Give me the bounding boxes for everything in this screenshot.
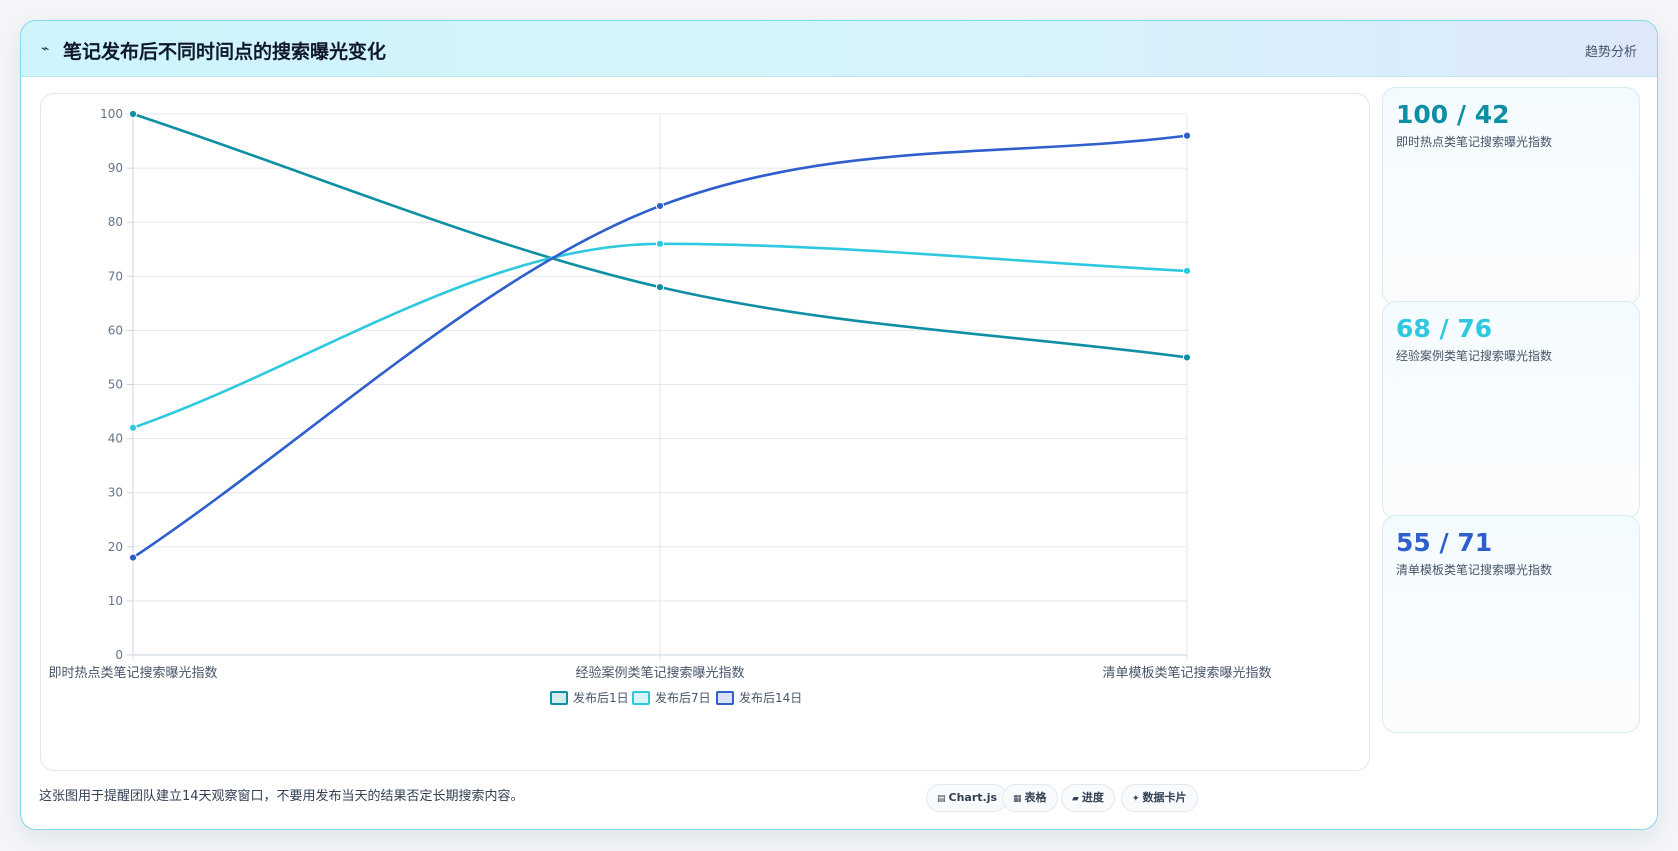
- y-tick-label: 100: [100, 107, 123, 121]
- stat-card-0: 100 / 42 即时热点类笔记搜索曝光指数: [1382, 87, 1640, 305]
- legend-swatch: [632, 691, 650, 705]
- x-tick-label: 经验案例类笔记搜索曝光指数: [575, 665, 744, 681]
- line-chart: 0 10 20 30 40 50 60 70 80 90 100 即时热点类笔记搜索曝光指数 经验案例类…: [48, 107, 1272, 705]
- table-pill[interactable]: ▦ 表格: [1002, 784, 1058, 812]
- x-tick-label: 即时热点类笔记搜索曝光指数: [48, 665, 217, 681]
- y-tick-label: 10: [108, 594, 123, 608]
- stat-label: 即时热点类笔记搜索曝光指数: [1396, 135, 1553, 149]
- stat-value: 100 / 42: [1396, 100, 1510, 129]
- chartjs-pill[interactable]: ▤ Chart.js: [926, 784, 1009, 812]
- data-point-0: [655, 283, 665, 292]
- card-header: ⌁ 笔记发布后不同时间点的搜索曝光变化 趋势分析: [21, 21, 1657, 77]
- data-card-pill[interactable]: ✦ 数据卡片: [1121, 784, 1198, 812]
- legend-label: 发布后7日: [655, 690, 711, 705]
- y-tick-label: 70: [108, 269, 123, 283]
- chart-card: ⌁ 笔记发布后不同时间点的搜索曝光变化 趋势分析 0 10 20 30 40 50 60 70…: [20, 20, 1658, 830]
- stat-label: 经验案例类笔记搜索曝光指数: [1396, 349, 1553, 363]
- x-tick-label: 清单模板类笔记搜索曝光指数: [1102, 665, 1271, 681]
- chart-panel: 0 10 20 30 40 50 60 70 80 90 100 即时热点类笔记搜索曝光指数 经验案例类…: [40, 93, 1370, 771]
- progress-pill[interactable]: ▰ 进度: [1061, 784, 1115, 812]
- stat-value: 55 / 71: [1396, 528, 1493, 557]
- data-point-0: [128, 109, 138, 119]
- data-point-2: [128, 553, 138, 562]
- y-tick-label: 80: [108, 215, 123, 229]
- chart-title: 笔记发布后不同时间点的搜索曝光变化: [63, 41, 387, 63]
- stat-label: 清单模板类笔记搜索曝光指数: [1396, 563, 1553, 577]
- trend-icon: ⌁: [41, 41, 50, 57]
- data-point-2: [1182, 131, 1192, 140]
- chart-icon: ▤: [937, 794, 946, 804]
- y-tick-label: 0: [115, 648, 123, 662]
- data-point-0: [1182, 353, 1192, 362]
- pill-label: Chart.js: [948, 791, 998, 804]
- pill-label: 数据卡片: [1142, 791, 1187, 804]
- y-tick-label: 60: [108, 323, 123, 337]
- legend-label: 发布后14日: [739, 690, 802, 705]
- trend-analysis-tag[interactable]: 趋势分析: [1584, 45, 1637, 60]
- y-tick-label: 90: [108, 161, 123, 175]
- stat-card-2: 55 / 71 清单模板类笔记搜索曝光指数: [1382, 515, 1640, 733]
- footer-note: 这张图用于提醒团队建立14天观察窗口，不要用发布当天的结果否定长期搜索内容。: [39, 789, 524, 804]
- legend-swatch: [716, 691, 734, 705]
- pill-label: 进度: [1081, 791, 1104, 804]
- legend-label: 发布后1日: [573, 690, 629, 705]
- table-icon: ▦: [1013, 794, 1022, 804]
- y-tick-label: 30: [108, 486, 123, 500]
- y-tick-label: 20: [108, 540, 123, 554]
- y-tick-label: 40: [108, 432, 123, 446]
- data-point-1: [128, 423, 138, 432]
- pill-label: 表格: [1024, 791, 1047, 804]
- y-tick-label: 50: [108, 378, 123, 392]
- data-point-1: [1182, 266, 1192, 275]
- data-point-1: [655, 239, 665, 248]
- sparkle-icon: ✦: [1132, 794, 1140, 804]
- stat-card-1: 68 / 76 经验案例类笔记搜索曝光指数: [1382, 301, 1640, 519]
- legend-swatch: [550, 691, 568, 705]
- stat-value: 68 / 76: [1396, 314, 1493, 343]
- progress-icon: ▰: [1072, 794, 1079, 804]
- data-point-2: [655, 201, 665, 211]
